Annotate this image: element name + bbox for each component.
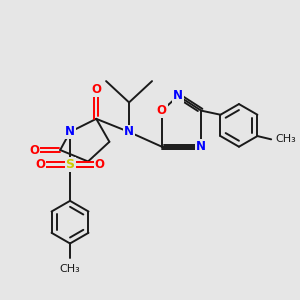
Text: S: S — [65, 158, 74, 171]
Text: O: O — [157, 104, 167, 117]
Text: CH₃: CH₃ — [60, 264, 80, 274]
Text: O: O — [29, 143, 39, 157]
Text: O: O — [94, 158, 104, 171]
Text: N: N — [196, 140, 206, 153]
Text: N: N — [173, 89, 183, 102]
Text: N: N — [65, 125, 75, 139]
Text: O: O — [91, 83, 101, 96]
Text: N: N — [124, 125, 134, 139]
Text: CH₃: CH₃ — [275, 134, 296, 144]
Text: O: O — [35, 158, 46, 171]
